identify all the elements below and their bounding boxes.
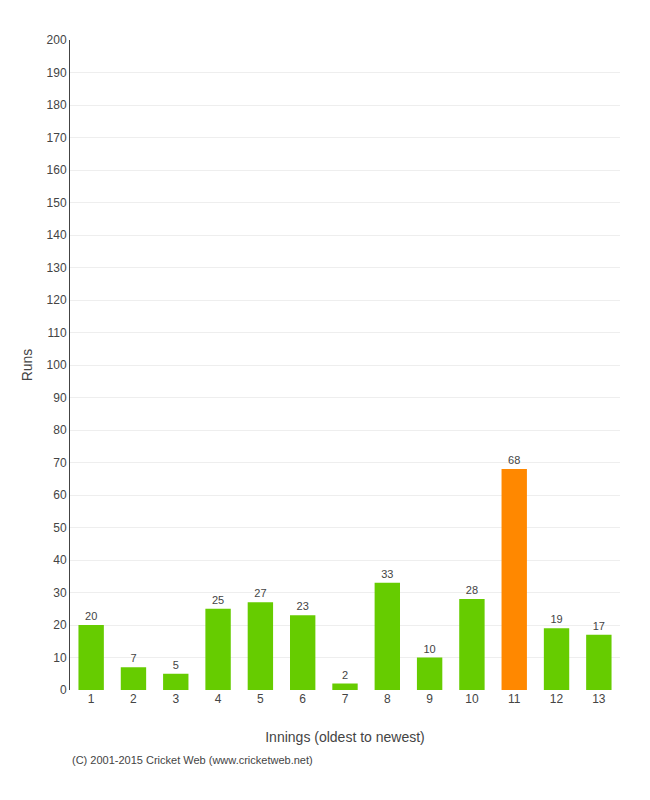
svg-text:180: 180	[47, 98, 67, 112]
svg-text:2: 2	[130, 692, 137, 706]
svg-text:130: 130	[47, 261, 67, 275]
svg-text:5: 5	[257, 692, 264, 706]
svg-text:40: 40	[53, 553, 67, 567]
svg-text:20: 20	[85, 610, 97, 622]
svg-text:Innings (oldest to newest): Innings (oldest to newest)	[265, 729, 425, 745]
svg-text:6: 6	[299, 692, 306, 706]
svg-text:60: 60	[53, 488, 67, 502]
svg-text:70: 70	[53, 456, 67, 470]
svg-text:120: 120	[47, 293, 67, 307]
svg-text:160: 160	[47, 163, 67, 177]
svg-text:1: 1	[88, 692, 95, 706]
svg-text:200: 200	[47, 33, 67, 47]
svg-text:Runs: Runs	[19, 349, 35, 382]
svg-text:50: 50	[53, 521, 67, 535]
svg-text:10: 10	[465, 692, 479, 706]
svg-text:13: 13	[592, 692, 606, 706]
svg-text:0: 0	[60, 683, 67, 697]
svg-text:(C) 2001-2015 Cricket Web (www: (C) 2001-2015 Cricket Web (www.cricketwe…	[72, 754, 313, 766]
svg-text:8: 8	[384, 692, 391, 706]
svg-text:27: 27	[254, 587, 266, 599]
svg-text:7: 7	[130, 652, 136, 664]
svg-text:10: 10	[53, 651, 67, 665]
svg-text:4: 4	[215, 692, 222, 706]
svg-text:28: 28	[466, 584, 478, 596]
svg-text:5: 5	[173, 659, 179, 671]
svg-text:140: 140	[47, 228, 67, 242]
svg-text:10: 10	[423, 643, 435, 655]
svg-text:20: 20	[53, 618, 67, 632]
svg-text:150: 150	[47, 196, 67, 210]
svg-text:170: 170	[47, 131, 67, 145]
svg-text:2: 2	[342, 669, 348, 681]
svg-text:33: 33	[381, 568, 393, 580]
svg-text:9: 9	[426, 692, 433, 706]
svg-text:68: 68	[508, 454, 520, 466]
svg-text:190: 190	[47, 66, 67, 80]
svg-text:17: 17	[593, 620, 605, 632]
svg-text:25: 25	[212, 594, 224, 606]
svg-text:110: 110	[47, 326, 66, 340]
svg-text:7: 7	[342, 692, 349, 706]
svg-text:23: 23	[297, 600, 309, 612]
svg-text:11: 11	[508, 692, 521, 706]
svg-text:3: 3	[172, 692, 179, 706]
svg-text:30: 30	[53, 586, 67, 600]
svg-text:80: 80	[53, 423, 67, 437]
svg-text:100: 100	[47, 358, 67, 372]
svg-text:12: 12	[550, 692, 564, 706]
svg-text:90: 90	[53, 391, 67, 405]
svg-text:19: 19	[550, 613, 562, 625]
